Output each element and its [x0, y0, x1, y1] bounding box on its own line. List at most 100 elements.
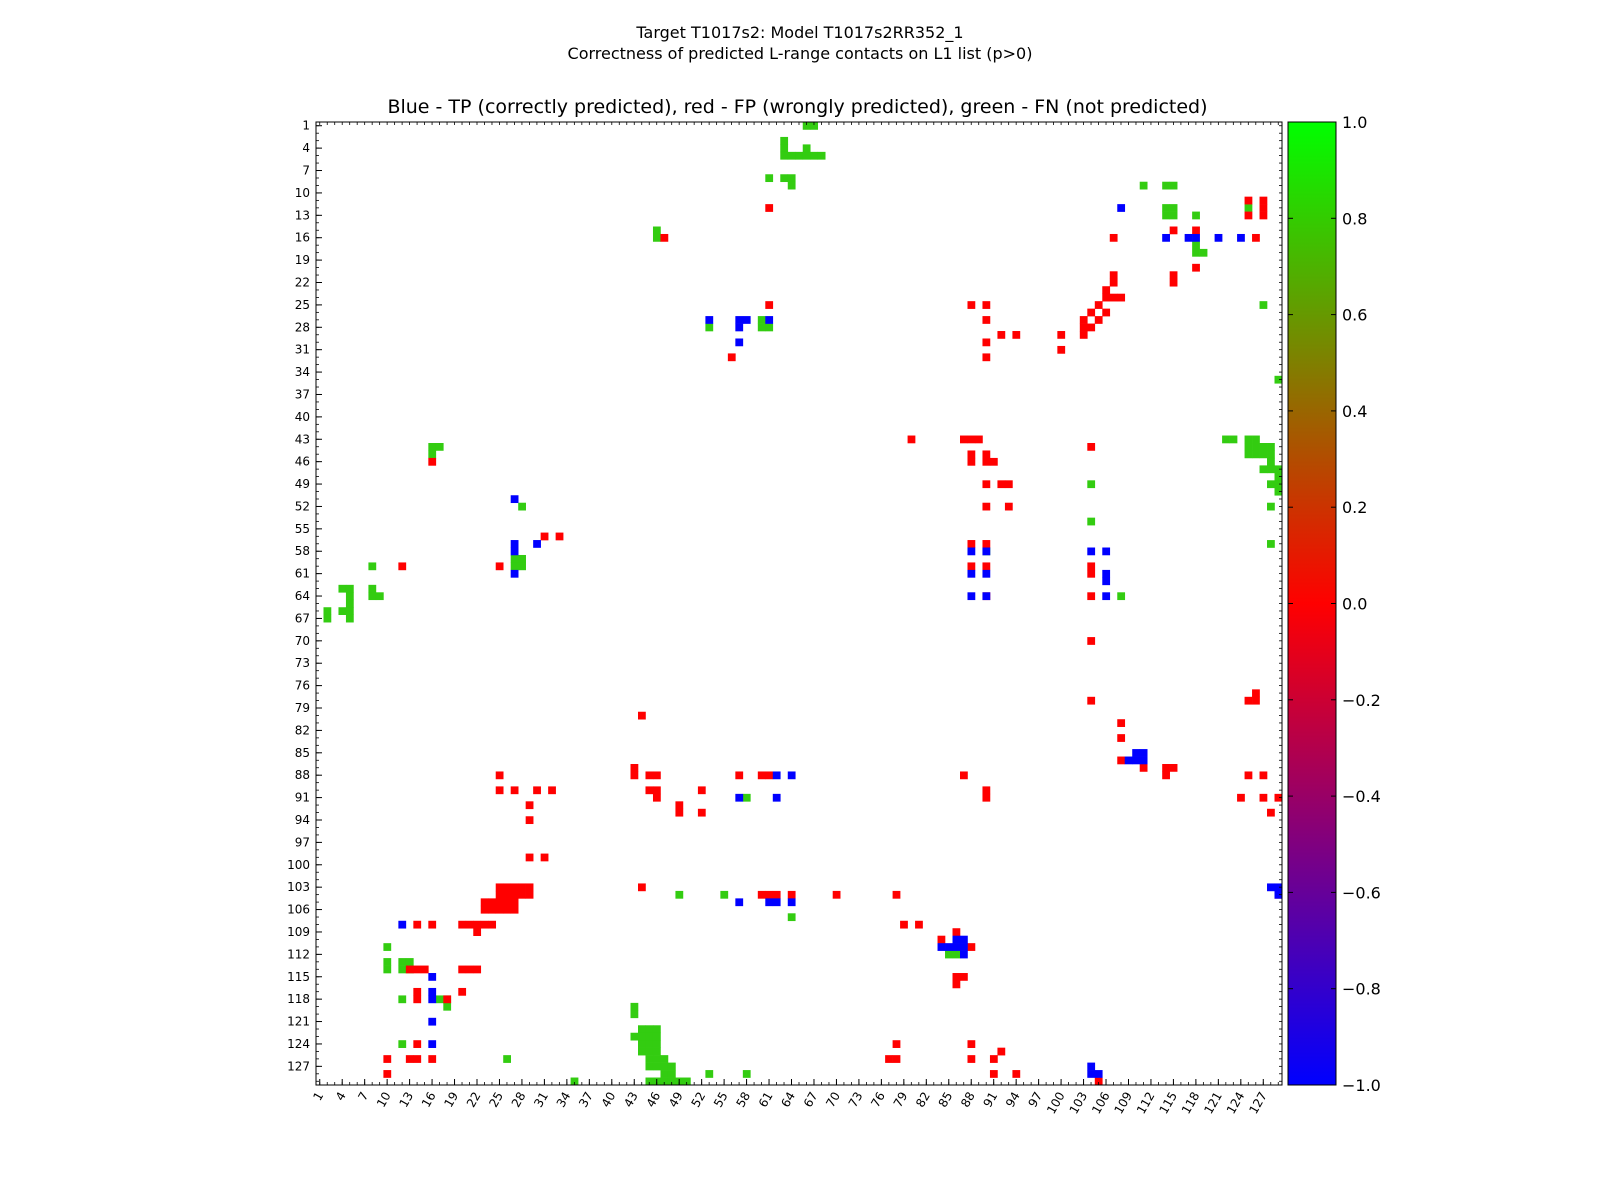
y-tick-label: 4 [302, 141, 310, 155]
fn-cell [652, 1055, 661, 1063]
fp-cell [900, 920, 908, 929]
x-tick-label: 91 [981, 1090, 1001, 1110]
fp-cell [765, 204, 774, 212]
tp-cell [1132, 756, 1141, 765]
fp-cell [1109, 278, 1118, 287]
fn-cell [652, 1047, 661, 1056]
fn-cell [638, 1032, 646, 1041]
tp-cell [982, 592, 991, 601]
fp-cell [765, 771, 774, 780]
fn-cell [398, 965, 407, 974]
fn-cell [742, 1070, 751, 1078]
y-tick-label: 76 [295, 679, 310, 693]
suptitle-description: Correctness of predicted L-range contact… [567, 44, 1033, 63]
fp-cell [982, 338, 991, 347]
fp-cell [1102, 308, 1111, 317]
fp-cell [1169, 271, 1178, 280]
fp-cell [525, 816, 534, 825]
fp-cell [997, 331, 1006, 339]
tp-cell [1267, 883, 1275, 892]
fn-cell [338, 584, 347, 593]
fn-cell [375, 592, 384, 601]
fn-cell [787, 174, 796, 183]
tp-cell [772, 771, 781, 780]
fp-cell [1109, 271, 1118, 280]
fn-cell [780, 136, 789, 145]
fp-cell [967, 943, 976, 951]
fn-cell [780, 151, 789, 160]
tp-cell [1102, 577, 1111, 586]
fp-cell [952, 928, 961, 936]
tp-cell [1132, 749, 1141, 757]
x-tick-label: 19 [441, 1090, 461, 1110]
colorbar-tick-label: 0.0 [1342, 595, 1367, 614]
fp-cell [428, 457, 437, 466]
x-tick-label: 22 [464, 1090, 484, 1110]
fp-cell [967, 540, 976, 548]
tp-cell [735, 338, 744, 347]
fp-cell [1012, 331, 1021, 339]
x-tick-label: 67 [801, 1090, 821, 1110]
colorbar-ticks: 1.0 0.8 0.6 0.4 0.2 0.0 −0.2 −0.4 −0.6 −0.8 −1.0 [1288, 113, 1381, 1095]
tp-cell [705, 316, 714, 324]
fp-cell [1244, 196, 1253, 205]
fn-cell [435, 995, 444, 1004]
x-tick-label: 88 [958, 1090, 978, 1110]
x-tick-label: 37 [576, 1090, 596, 1110]
y-tick-label: 70 [295, 634, 310, 648]
fn-cell [802, 122, 811, 130]
fp-cell [1094, 1077, 1103, 1086]
fp-cell [967, 301, 976, 309]
fn-cell [652, 1040, 661, 1048]
tp-cell [1237, 233, 1245, 242]
fp-cell [967, 435, 976, 444]
colorbar-tick-label: 1.0 [1342, 113, 1367, 132]
axes: 1 4 7 10 13 16 19 22 25 28 31 34 37 40 43 46 49 52 55 58 61 6… [287, 119, 1282, 1117]
y-tick-label: 79 [295, 701, 310, 715]
colorbar-tick-label: 0.4 [1342, 402, 1367, 421]
x-tick-label: 106 [1089, 1090, 1113, 1117]
fn-cell [705, 323, 714, 332]
fp-cell [503, 883, 511, 892]
fn-cell [1267, 540, 1275, 548]
tp-cell [960, 943, 968, 951]
fn-cell [1192, 241, 1200, 250]
fp-cell [989, 1070, 998, 1078]
tp-cell [1184, 233, 1193, 242]
fn-cell [518, 562, 526, 571]
fn-cell [667, 1070, 676, 1078]
fn-cell [638, 1040, 646, 1048]
fp-cell [525, 801, 534, 810]
fp-cell [1004, 502, 1013, 511]
fp-cell [495, 905, 504, 914]
y-tick-label: 121 [287, 1015, 310, 1029]
fn-cell [667, 1077, 676, 1086]
fp-cell [892, 890, 901, 899]
fp-cell [1259, 196, 1268, 205]
tp-cell [772, 793, 781, 802]
y-tick-label: 22 [295, 276, 310, 290]
tp-cell [398, 920, 407, 929]
fp-cell [1244, 696, 1253, 705]
fp-cell [735, 771, 744, 780]
fp-cell [443, 995, 452, 1004]
x-tick-label: 112 [1134, 1090, 1158, 1117]
tp-cell [967, 592, 976, 601]
fp-cell [413, 965, 422, 974]
fp-cell [1259, 793, 1268, 802]
tp-cell [937, 943, 946, 951]
fp-cell [645, 786, 654, 795]
fn-cell [720, 890, 729, 899]
fp-cell [428, 1055, 437, 1063]
fp-cell [1109, 233, 1118, 242]
fn-cell [1274, 480, 1283, 489]
tp-cell [960, 950, 968, 959]
fp-cell [473, 920, 482, 929]
fn-cell [383, 958, 392, 966]
tp-cell [1162, 233, 1170, 242]
fp-cell [458, 965, 467, 974]
x-tick-label: 4 [333, 1090, 349, 1104]
fn-cell [510, 554, 519, 563]
fp-cell [495, 898, 504, 907]
fp-cell [1252, 696, 1260, 705]
